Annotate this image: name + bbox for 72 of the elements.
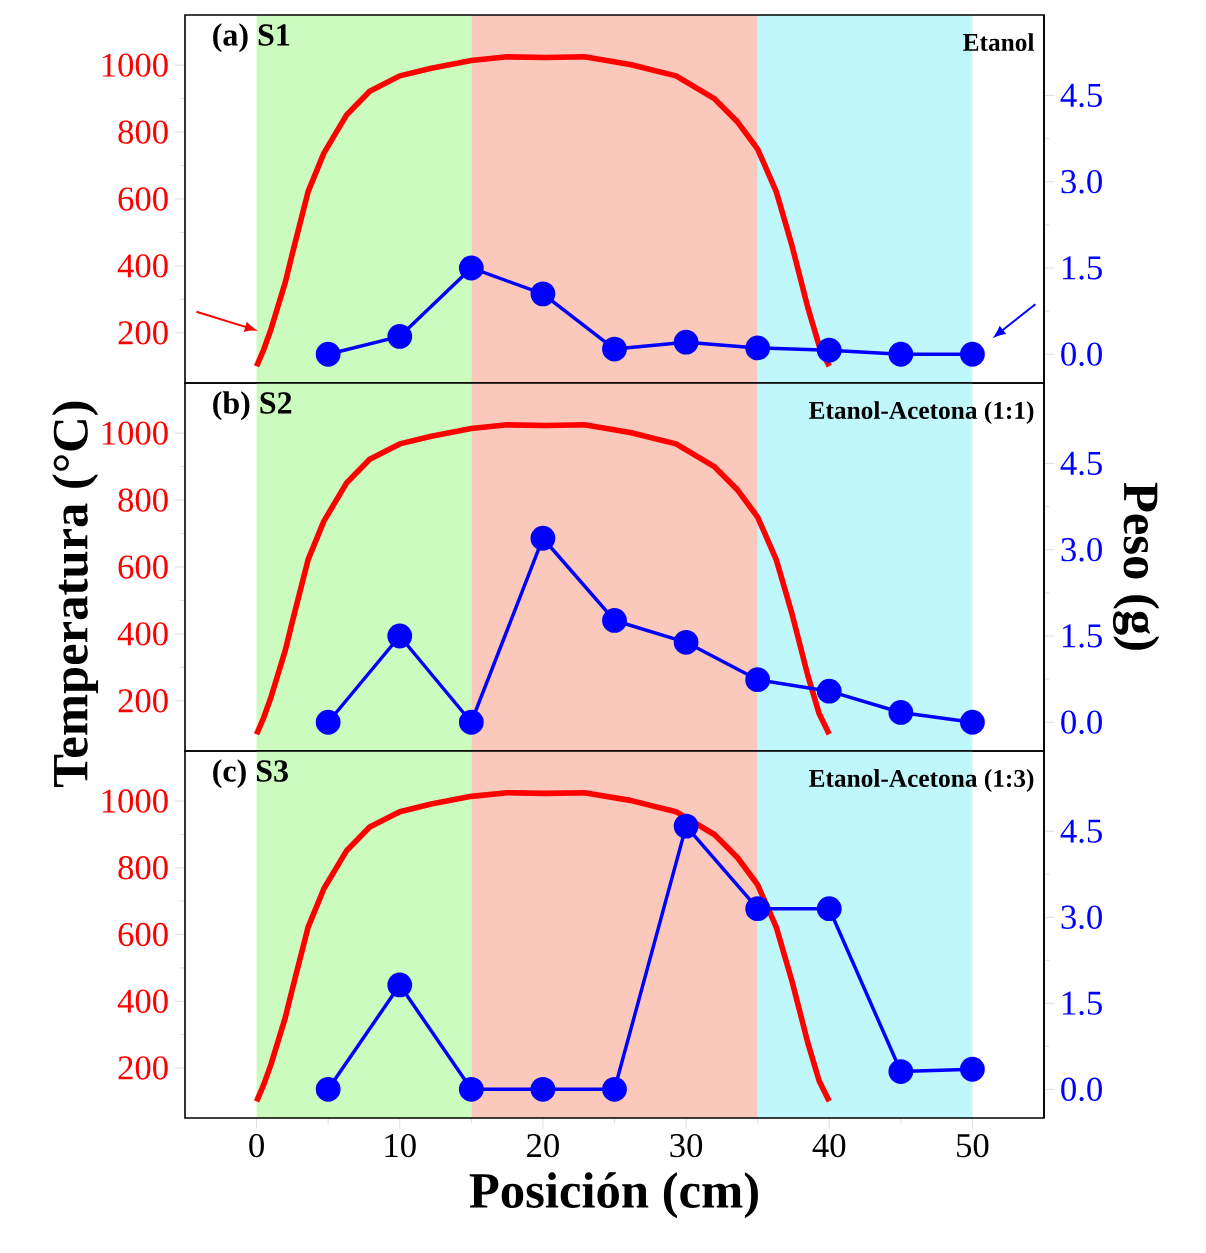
y2-tick-label: 0.0 <box>1061 1077 1102 1102</box>
y2-tick-label: 0.0 <box>1061 710 1102 735</box>
y2-tick-label: 1.5 <box>1062 256 1102 280</box>
x-tick-label: 30 <box>670 1133 703 1158</box>
y-tick-label: 1000 <box>102 421 168 445</box>
chart-title: (c) S3 <box>213 759 288 789</box>
point <box>888 700 914 725</box>
y2-tick-label: 4.5 <box>1060 451 1102 476</box>
chart-title: (b) S2 <box>213 391 292 421</box>
y2-tick-label: 3.0 <box>1061 537 1102 562</box>
text: Etanol-Acetona (1:1) <box>809 401 1034 425</box>
point <box>816 337 842 363</box>
x-tick-label: 10 <box>385 1133 416 1158</box>
point <box>315 341 341 367</box>
y-tick-label: 400 <box>117 254 168 278</box>
y-tick-label: 600 <box>118 922 168 947</box>
y-tick-label: 600 <box>118 187 168 211</box>
x-tick-label: 50 <box>957 1133 989 1158</box>
y-tick-label: 1000 <box>102 53 168 77</box>
point <box>960 709 985 735</box>
point <box>458 1076 484 1102</box>
point <box>673 813 699 839</box>
y2-axis-title: Peso (g) <box>1112 482 1160 650</box>
point <box>387 972 413 998</box>
y-tick-label: 1000 <box>102 789 168 813</box>
point <box>530 1076 556 1102</box>
y-tick-label: 400 <box>117 989 168 1013</box>
text: Etanol <box>963 33 1035 51</box>
y-tick-label: 800 <box>118 856 168 880</box>
point <box>673 329 699 355</box>
y-tick-label: 800 <box>118 488 168 512</box>
y2-tick-label: 4.5 <box>1060 83 1102 108</box>
point <box>387 324 413 349</box>
point <box>816 896 842 922</box>
chart-title: (a) S1 <box>213 23 290 53</box>
point <box>602 1076 627 1102</box>
point <box>315 1076 341 1102</box>
x-tick-label: 40 <box>812 1133 846 1158</box>
point <box>960 1056 985 1082</box>
y-tick-label: 800 <box>118 120 168 144</box>
point <box>458 709 484 735</box>
point <box>673 629 699 655</box>
y-axis-title: Temperatura (°C) <box>52 401 99 788</box>
x-tick-label: 20 <box>527 1133 559 1158</box>
y-tick-label: 600 <box>118 555 168 579</box>
point <box>602 336 627 362</box>
y-tick-label: 200 <box>118 321 168 345</box>
point <box>745 896 771 922</box>
point <box>602 608 627 633</box>
point <box>745 335 771 361</box>
point <box>960 341 985 367</box>
x-axis-title: Posición (cm) <box>469 1172 758 1219</box>
y2-tick-label: 3.0 <box>1061 169 1102 194</box>
y-tick-label: 400 <box>117 622 168 646</box>
y2-tick-label: 1.5 <box>1062 991 1102 1015</box>
point <box>530 281 556 307</box>
point <box>530 525 556 551</box>
x-tick-label: 0 <box>249 1133 264 1158</box>
point <box>888 1059 914 1084</box>
y2-tick-label: 4.5 <box>1060 819 1102 843</box>
point <box>315 709 341 735</box>
y-tick-label: 200 <box>118 1056 168 1080</box>
point <box>816 678 842 704</box>
point <box>745 667 771 693</box>
y-tick-label: 200 <box>118 689 168 713</box>
y2-tick-label: 3.0 <box>1061 905 1102 930</box>
point <box>888 341 914 367</box>
text: Etanol-Acetona (1:3) <box>809 769 1034 793</box>
y2-tick-label: 0.0 <box>1061 342 1102 367</box>
y2-tick-label: 1.5 <box>1062 624 1102 648</box>
point <box>387 623 413 649</box>
point <box>458 255 484 281</box>
